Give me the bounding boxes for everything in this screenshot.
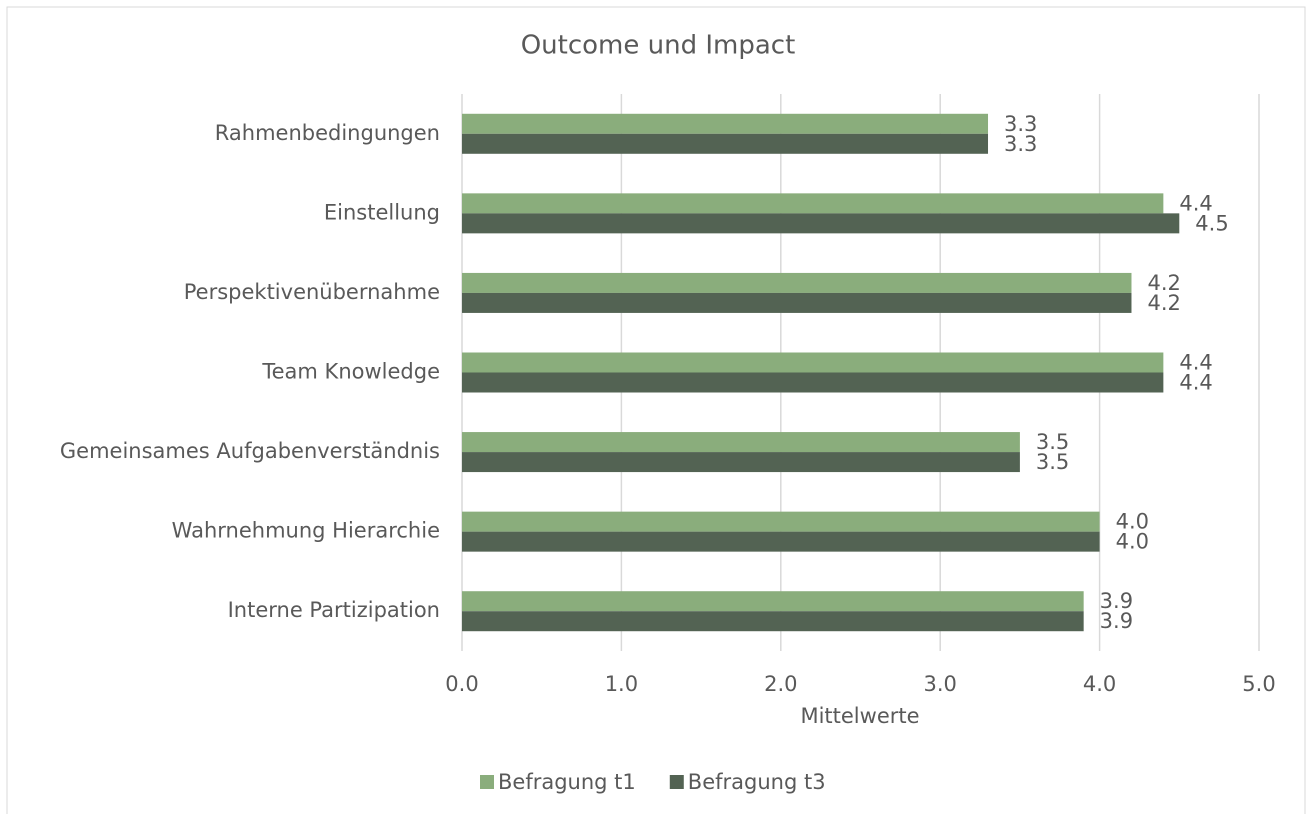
data-label: 3.9 xyxy=(1100,609,1133,633)
bar xyxy=(462,452,1020,473)
bar xyxy=(462,531,1100,552)
bar xyxy=(462,113,989,134)
data-label: 4.2 xyxy=(1147,271,1180,295)
data-label: 3.3 xyxy=(1004,112,1037,136)
bar xyxy=(462,511,1100,532)
x-tick-label: 4.0 xyxy=(1083,672,1116,696)
data-label: 3.9 xyxy=(1100,589,1133,613)
x-tick-label: 1.0 xyxy=(605,672,638,696)
legend-label: Befragung t1 xyxy=(498,770,636,794)
y-tick-label: Einstellung xyxy=(324,200,440,224)
bar xyxy=(462,352,1164,373)
chart-title: Outcome und Impact xyxy=(521,31,796,61)
y-tick-label: Rahmenbedingungen xyxy=(215,121,440,145)
data-label: 4.0 xyxy=(1116,530,1149,554)
bar xyxy=(462,372,1164,393)
legend-label: Befragung t3 xyxy=(688,770,826,794)
data-label: 4.4 xyxy=(1179,351,1212,375)
x-tick-label: 3.0 xyxy=(923,672,956,696)
y-tick-label: Team Knowledge xyxy=(261,360,440,384)
bar xyxy=(462,193,1164,214)
x-tick-label: 2.0 xyxy=(764,672,797,696)
data-label: 4.0 xyxy=(1116,510,1149,534)
data-label: 4.5 xyxy=(1195,211,1228,235)
bar xyxy=(462,292,1132,313)
data-label: 3.5 xyxy=(1036,430,1069,454)
data-label: 3.3 xyxy=(1004,132,1037,156)
bar xyxy=(462,272,1132,293)
x-tick-label: 0.0 xyxy=(445,672,478,696)
bar xyxy=(462,611,1084,632)
data-label: 4.4 xyxy=(1179,371,1212,395)
bar xyxy=(462,213,1180,234)
y-tick-label: Gemeinsames Aufgabenverständnis xyxy=(60,439,440,463)
data-label: 3.5 xyxy=(1036,450,1069,474)
bar xyxy=(462,432,1020,453)
y-tick-label: Perspektivenübernahme xyxy=(184,280,440,304)
legend-swatch xyxy=(669,775,684,789)
y-tick-label: Interne Partizipation xyxy=(228,598,440,622)
x-tick-label: 5.0 xyxy=(1242,672,1275,696)
bar xyxy=(462,591,1084,612)
bar xyxy=(462,133,989,154)
y-tick-label: Wahrnehmung Hierarchie xyxy=(172,519,440,543)
data-label: 4.4 xyxy=(1179,191,1212,215)
x-axis-label: Mittelwerte xyxy=(800,704,919,728)
legend-swatch xyxy=(480,775,494,789)
data-label: 4.2 xyxy=(1147,291,1180,315)
